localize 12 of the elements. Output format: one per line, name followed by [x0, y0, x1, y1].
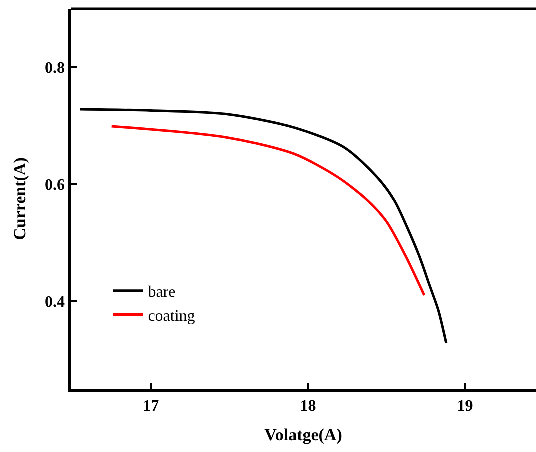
line-series: [110, 125, 426, 297]
y-tick-label: 0.8: [45, 60, 66, 78]
y-tick-label: 0.4: [45, 294, 66, 311]
legend-label: coating: [148, 308, 196, 325]
x-axis-title: Volatge(A): [264, 425, 342, 444]
line-series: [79, 108, 448, 345]
x-tick-label: 18: [300, 398, 316, 415]
legend-label: bare: [148, 284, 176, 302]
y-axis-title: Current(A): [10, 158, 30, 240]
x-tick-label: 17: [143, 398, 160, 415]
y-tick-label: 0.6: [45, 176, 66, 194]
x-tick-label: 19: [457, 398, 474, 415]
